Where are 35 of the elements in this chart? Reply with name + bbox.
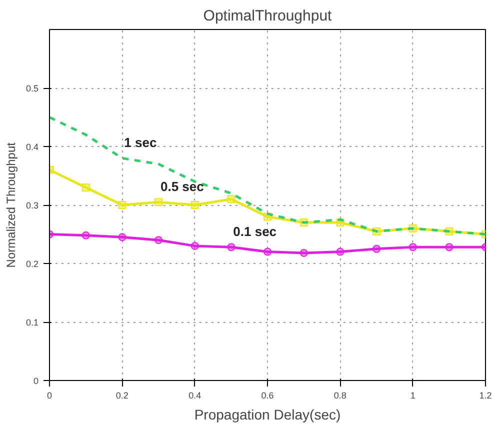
point — [154, 198, 162, 206]
x-tick-label: 0 — [46, 390, 52, 400]
x-tick-label: 0.4 — [188, 390, 202, 400]
x-axis-title: Propagation Delay(sec) — [194, 406, 341, 422]
point — [227, 243, 236, 252]
x-tick-label: 0.2 — [116, 390, 128, 400]
point — [372, 244, 380, 253]
y-tick-label: 0.3 — [26, 200, 39, 210]
point — [154, 236, 162, 244]
point — [336, 248, 344, 256]
series-label: 1 sec — [124, 135, 157, 150]
y-tick-label: 0.2 — [26, 259, 39, 269]
y-tick-label: 0 — [33, 376, 39, 386]
y-tick-label: 0.5 — [26, 84, 39, 94]
y-tick-label: 0.1 — [26, 318, 39, 328]
series-label: 0.1 sec — [233, 224, 277, 240]
point — [82, 231, 90, 240]
point — [82, 183, 90, 192]
point — [264, 248, 272, 256]
point — [190, 242, 199, 250]
point — [408, 243, 417, 252]
point — [118, 201, 126, 209]
x-tick-label: 0.8 — [334, 390, 346, 400]
point — [445, 243, 454, 252]
point — [190, 201, 199, 209]
point — [118, 233, 126, 242]
x-tick-label: 1.2 — [479, 390, 492, 400]
x-tick-label: 1 — [410, 390, 416, 400]
y-tick-label: 0.4 — [26, 142, 39, 152]
chart-title: OptimalThroughput — [203, 8, 333, 24]
y-axis-title: Normalized Throughput — [4, 142, 18, 268]
x-tick-label: 0.6 — [261, 390, 274, 400]
point — [300, 248, 308, 257]
series-label: 0.5 sec — [160, 179, 204, 194]
point — [227, 195, 236, 204]
